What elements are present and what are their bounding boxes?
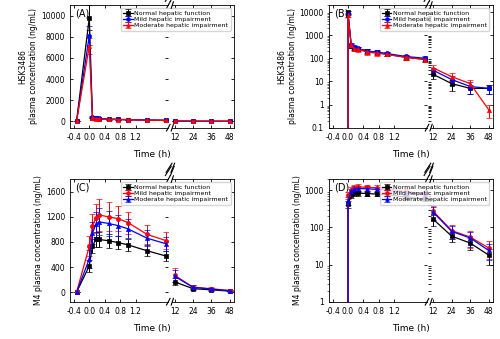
Y-axis label: HSK3486
plasma concentration (ng/mL): HSK3486 plasma concentration (ng/mL) bbox=[278, 8, 297, 124]
Text: Time (h): Time (h) bbox=[133, 324, 171, 333]
Text: (A): (A) bbox=[75, 9, 89, 19]
Legend: Normal hepatic function, Mild hepatic impairment, Moderate hepatic impairment: Normal hepatic function, Mild hepatic im… bbox=[121, 8, 230, 31]
Y-axis label: M4 plasma concentration (ng/mL): M4 plasma concentration (ng/mL) bbox=[292, 176, 302, 305]
Text: Time (h): Time (h) bbox=[133, 150, 171, 159]
Legend: Normal hepatic function, Mild hepatic impairment, Moderate hepatic impairment: Normal hepatic function, Mild hepatic im… bbox=[121, 182, 230, 205]
Y-axis label: HSK3486
plasma concentration (ng/mL): HSK3486 plasma concentration (ng/mL) bbox=[18, 8, 38, 124]
Y-axis label: M4 plasma concentration (ng/mL): M4 plasma concentration (ng/mL) bbox=[34, 176, 43, 305]
Text: (C): (C) bbox=[75, 183, 90, 193]
Text: Time (h): Time (h) bbox=[392, 324, 430, 333]
Text: Time (h): Time (h) bbox=[392, 150, 430, 159]
Text: (D): (D) bbox=[334, 183, 349, 193]
Text: (B): (B) bbox=[334, 9, 348, 19]
Legend: Normal hepatic function, Mild hepatic impairment, Moderate hepatic impairment: Normal hepatic function, Mild hepatic im… bbox=[380, 182, 490, 205]
Legend: Normal hepatic function, Mild hepatic impairment, Moderate hepatic impairment: Normal hepatic function, Mild hepatic im… bbox=[380, 8, 490, 31]
